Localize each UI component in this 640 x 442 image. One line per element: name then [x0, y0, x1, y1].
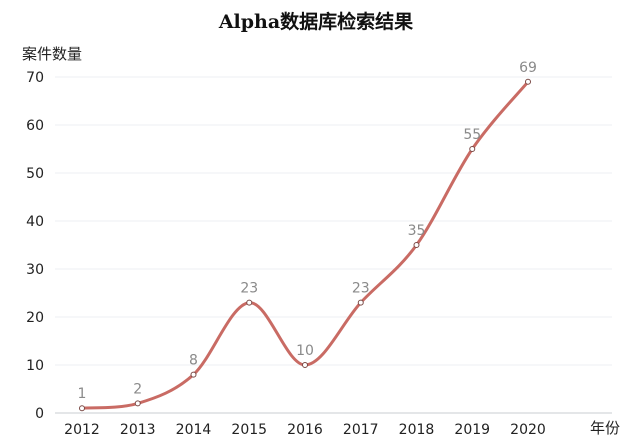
data-labels: 1 2 8 23 10 23 35 55 69	[78, 60, 537, 402]
data-point	[469, 146, 476, 152]
data-label: 55	[463, 127, 481, 143]
y-tick-label: 50	[26, 166, 44, 182]
data-point	[525, 78, 531, 85]
y-axis-ticks: 0 10 20 30 40 50 60 70	[26, 70, 44, 422]
x-tick-label: 2014	[176, 422, 212, 438]
x-tick-label: 2015	[231, 422, 267, 438]
y-tick-label: 20	[26, 310, 44, 326]
y-tick-label: 10	[26, 358, 44, 374]
data-label: 2	[133, 381, 142, 397]
y-tick-label: 70	[26, 70, 44, 86]
data-label: 23	[240, 281, 258, 297]
data-point	[246, 299, 253, 306]
data-point	[134, 400, 141, 407]
chart-title: Alpha数据库检索结果	[218, 10, 413, 33]
data-label: 8	[189, 353, 198, 369]
data-point	[413, 242, 420, 248]
x-tick-label: 2016	[287, 422, 323, 438]
y-tick-label: 40	[26, 214, 44, 230]
y-tick-label: 30	[26, 262, 44, 278]
x-tick-label: 2017	[343, 422, 379, 438]
data-point	[302, 362, 308, 368]
y-tick-label: 0	[35, 406, 44, 422]
x-axis-ticks: 2012 2013 2014 2015 2016 2017 2018 2019 2020	[64, 422, 546, 438]
x-tick-label: 2012	[64, 422, 100, 438]
y-axis-label: 案件数量	[22, 45, 82, 63]
data-label: 69	[519, 60, 537, 76]
data-label: 35	[408, 223, 426, 239]
x-tick-label: 2020	[510, 422, 546, 438]
data-label: 23	[352, 281, 370, 297]
x-tick-label: 2018	[399, 422, 435, 438]
data-point	[357, 299, 364, 306]
x-axis-label: 年份	[590, 419, 620, 437]
x-tick-label: 2019	[454, 422, 490, 438]
series-line	[80, 80, 530, 410]
y-tick-label: 60	[26, 118, 44, 134]
x-tick-label: 2013	[120, 422, 156, 438]
data-points	[79, 78, 531, 412]
data-point	[190, 371, 197, 378]
data-label: 10	[296, 343, 314, 359]
gridlines	[55, 76, 612, 366]
data-label: 1	[78, 386, 87, 402]
data-point	[79, 405, 85, 412]
